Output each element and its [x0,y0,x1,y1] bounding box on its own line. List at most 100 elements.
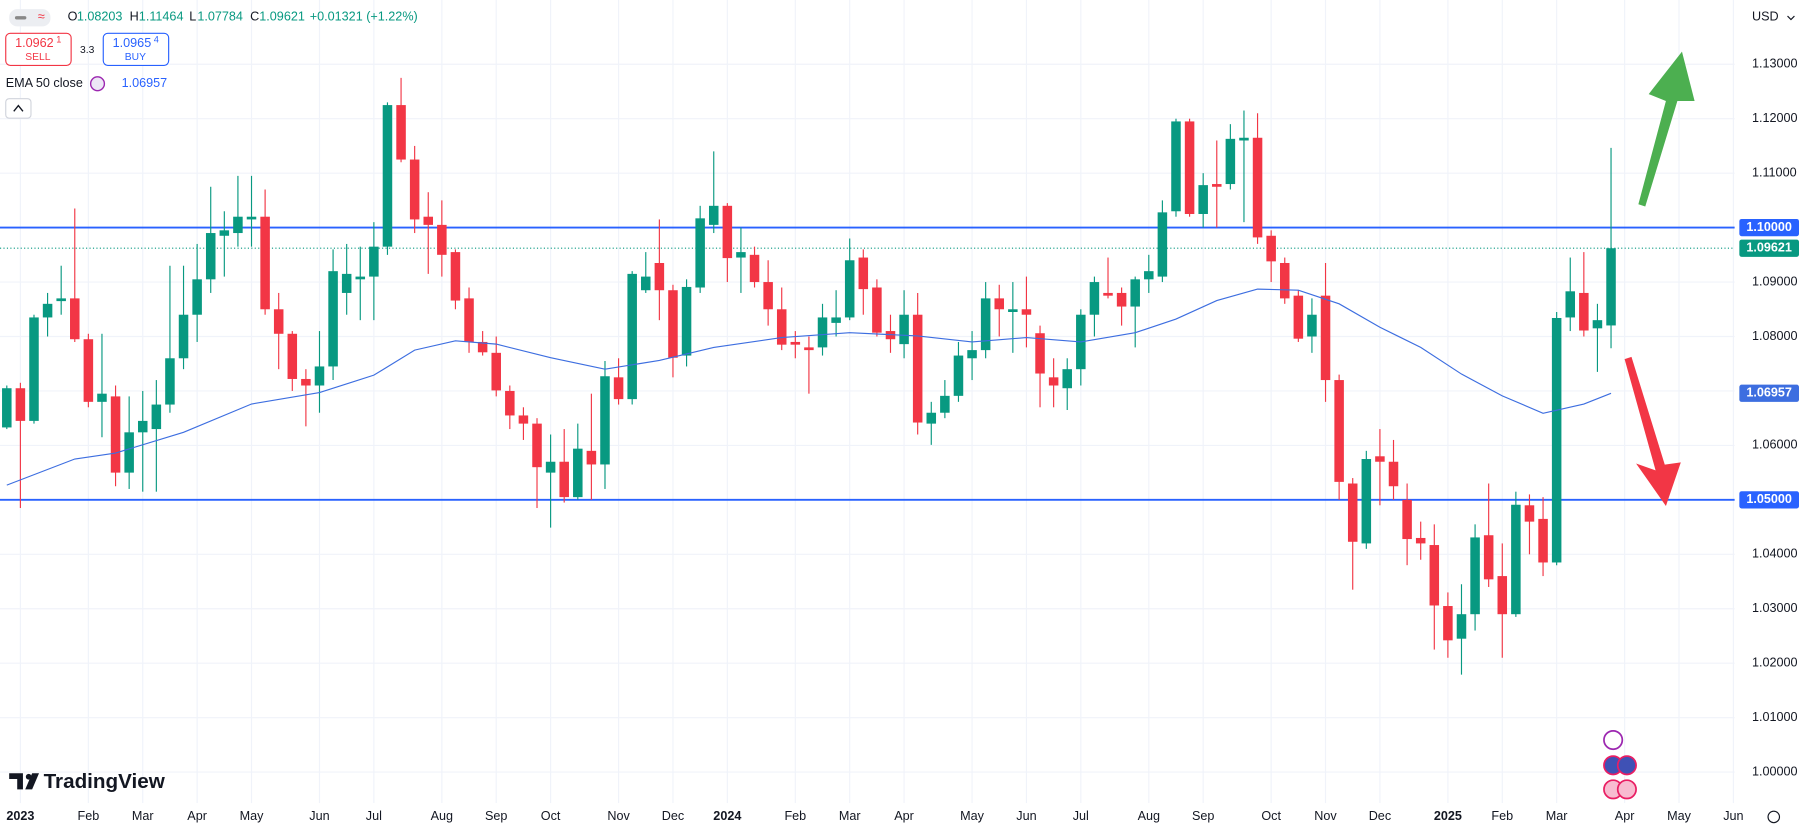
ohlc-key: O [68,10,78,24]
candle-body [844,260,855,318]
indicator-icon[interactable] [89,76,106,92]
candle-body [1579,292,1589,331]
event-icon[interactable] [1603,729,1624,751]
axes: 1.13000 1.12000 1.11000 1.10000 1.09000 1.080… [6,57,1799,823]
candle-body [1402,499,1412,540]
candle-body [641,276,651,291]
candle-body [178,314,189,359]
candle-body [1048,377,1059,386]
candle-body [600,376,610,465]
x-tick-label: Jun [1016,809,1036,823]
currency[interactable]: USD [1752,10,1779,24]
ema-last-label: 1.06957 [1746,386,1792,400]
ohlc-value: 1.09621 [259,10,305,24]
candle-body [314,366,325,386]
change: +0.01321 (+1.22%) [310,10,418,24]
candle-body [817,317,828,348]
candle-body [1293,295,1304,339]
candle-body [545,461,556,473]
candle-body [56,298,66,302]
settings-icon[interactable] [1767,810,1781,824]
candle-body [1497,576,1508,615]
candle-body [205,233,216,280]
candle-body [613,377,624,400]
candle-body [341,273,352,293]
y-tick-label: 1.06000 [1752,438,1798,452]
x-tick-label: Jun [309,809,329,823]
candle-body [749,254,760,283]
candle-body [1184,121,1195,214]
last-price-box [1739,239,1799,257]
candle-body [1375,456,1385,462]
candle-body [437,224,447,255]
x-tick-label: 2023 [6,809,34,823]
candle-body [1361,459,1372,544]
candle-body [1252,137,1263,238]
indicator-value: 1.06957 [122,76,168,90]
candle-body [1511,504,1521,615]
candle-body [246,216,257,220]
down-arrow [1624,356,1681,506]
header: ≈ O 1.08203 H 1.11464 L 1.07784 C 1.0962… [5,9,418,119]
candle-body [1470,537,1480,615]
candle-body [1239,137,1249,141]
ema-line [6,288,1612,486]
buy-price: 1.0965 [113,36,152,50]
logo: TradingView [44,770,166,793]
last-price-label: 1.09621 [1746,241,1792,255]
candle-body [1334,380,1344,482]
candle-body [967,350,977,359]
y-tick-label: 1.08000 [1752,329,1798,343]
candle-body [1035,333,1045,374]
x-tick-label: Sep [1192,809,1214,823]
candle-body [1347,483,1358,542]
candle-body [912,314,923,423]
candle-body [736,252,746,258]
candle-body [899,314,909,345]
candle-body [1279,262,1290,299]
candle-body [1388,461,1399,487]
candle-body [1538,518,1548,563]
y-tick-label: 1.03000 [1752,601,1798,615]
candle-body [1021,309,1032,315]
x-tick-label: Feb [784,809,806,823]
x-tick-label: 2025 [1434,809,1462,823]
collapse-button[interactable] [5,98,32,119]
buy-button[interactable] [102,32,170,66]
logo-mark [9,773,40,790]
x-tick-label: Apr [894,809,914,823]
event-icon[interactable] [1616,779,1637,800]
candle-body [396,105,406,160]
candle-body [1551,317,1562,563]
x-tick-label: Apr [1615,809,1635,823]
ohlc-key: L [189,10,196,24]
sell-button[interactable] [5,32,72,66]
x-tick-label: Feb [1491,809,1513,823]
candle-body [1443,606,1453,641]
candle-body [1116,292,1127,307]
candle-body [15,388,26,421]
candle-body [518,415,529,424]
candle-body [532,423,542,468]
candle-body [83,339,94,402]
symbol-icons[interactable] [9,9,51,27]
x-tick-label: Nov [607,809,630,823]
x-tick-label: May [960,809,985,823]
candle-body [1606,248,1616,326]
x-tick-label: Mar [839,809,861,823]
candle-body [1157,212,1168,277]
ema-last-box [1739,384,1799,402]
event-icon[interactable] [1616,755,1637,776]
candle-body [110,396,121,473]
candle-body [137,420,148,433]
candle-body [668,290,678,358]
candle-body [29,317,39,421]
candle-body [776,309,787,345]
grid [0,0,1735,804]
ohlc-value: 1.08203 [77,10,123,24]
candle-body [1266,235,1276,262]
candle-body [477,341,488,353]
x-tick-label: Dec [1369,809,1391,823]
plot [0,77,1735,675]
x-tick-label: Aug [431,809,453,823]
